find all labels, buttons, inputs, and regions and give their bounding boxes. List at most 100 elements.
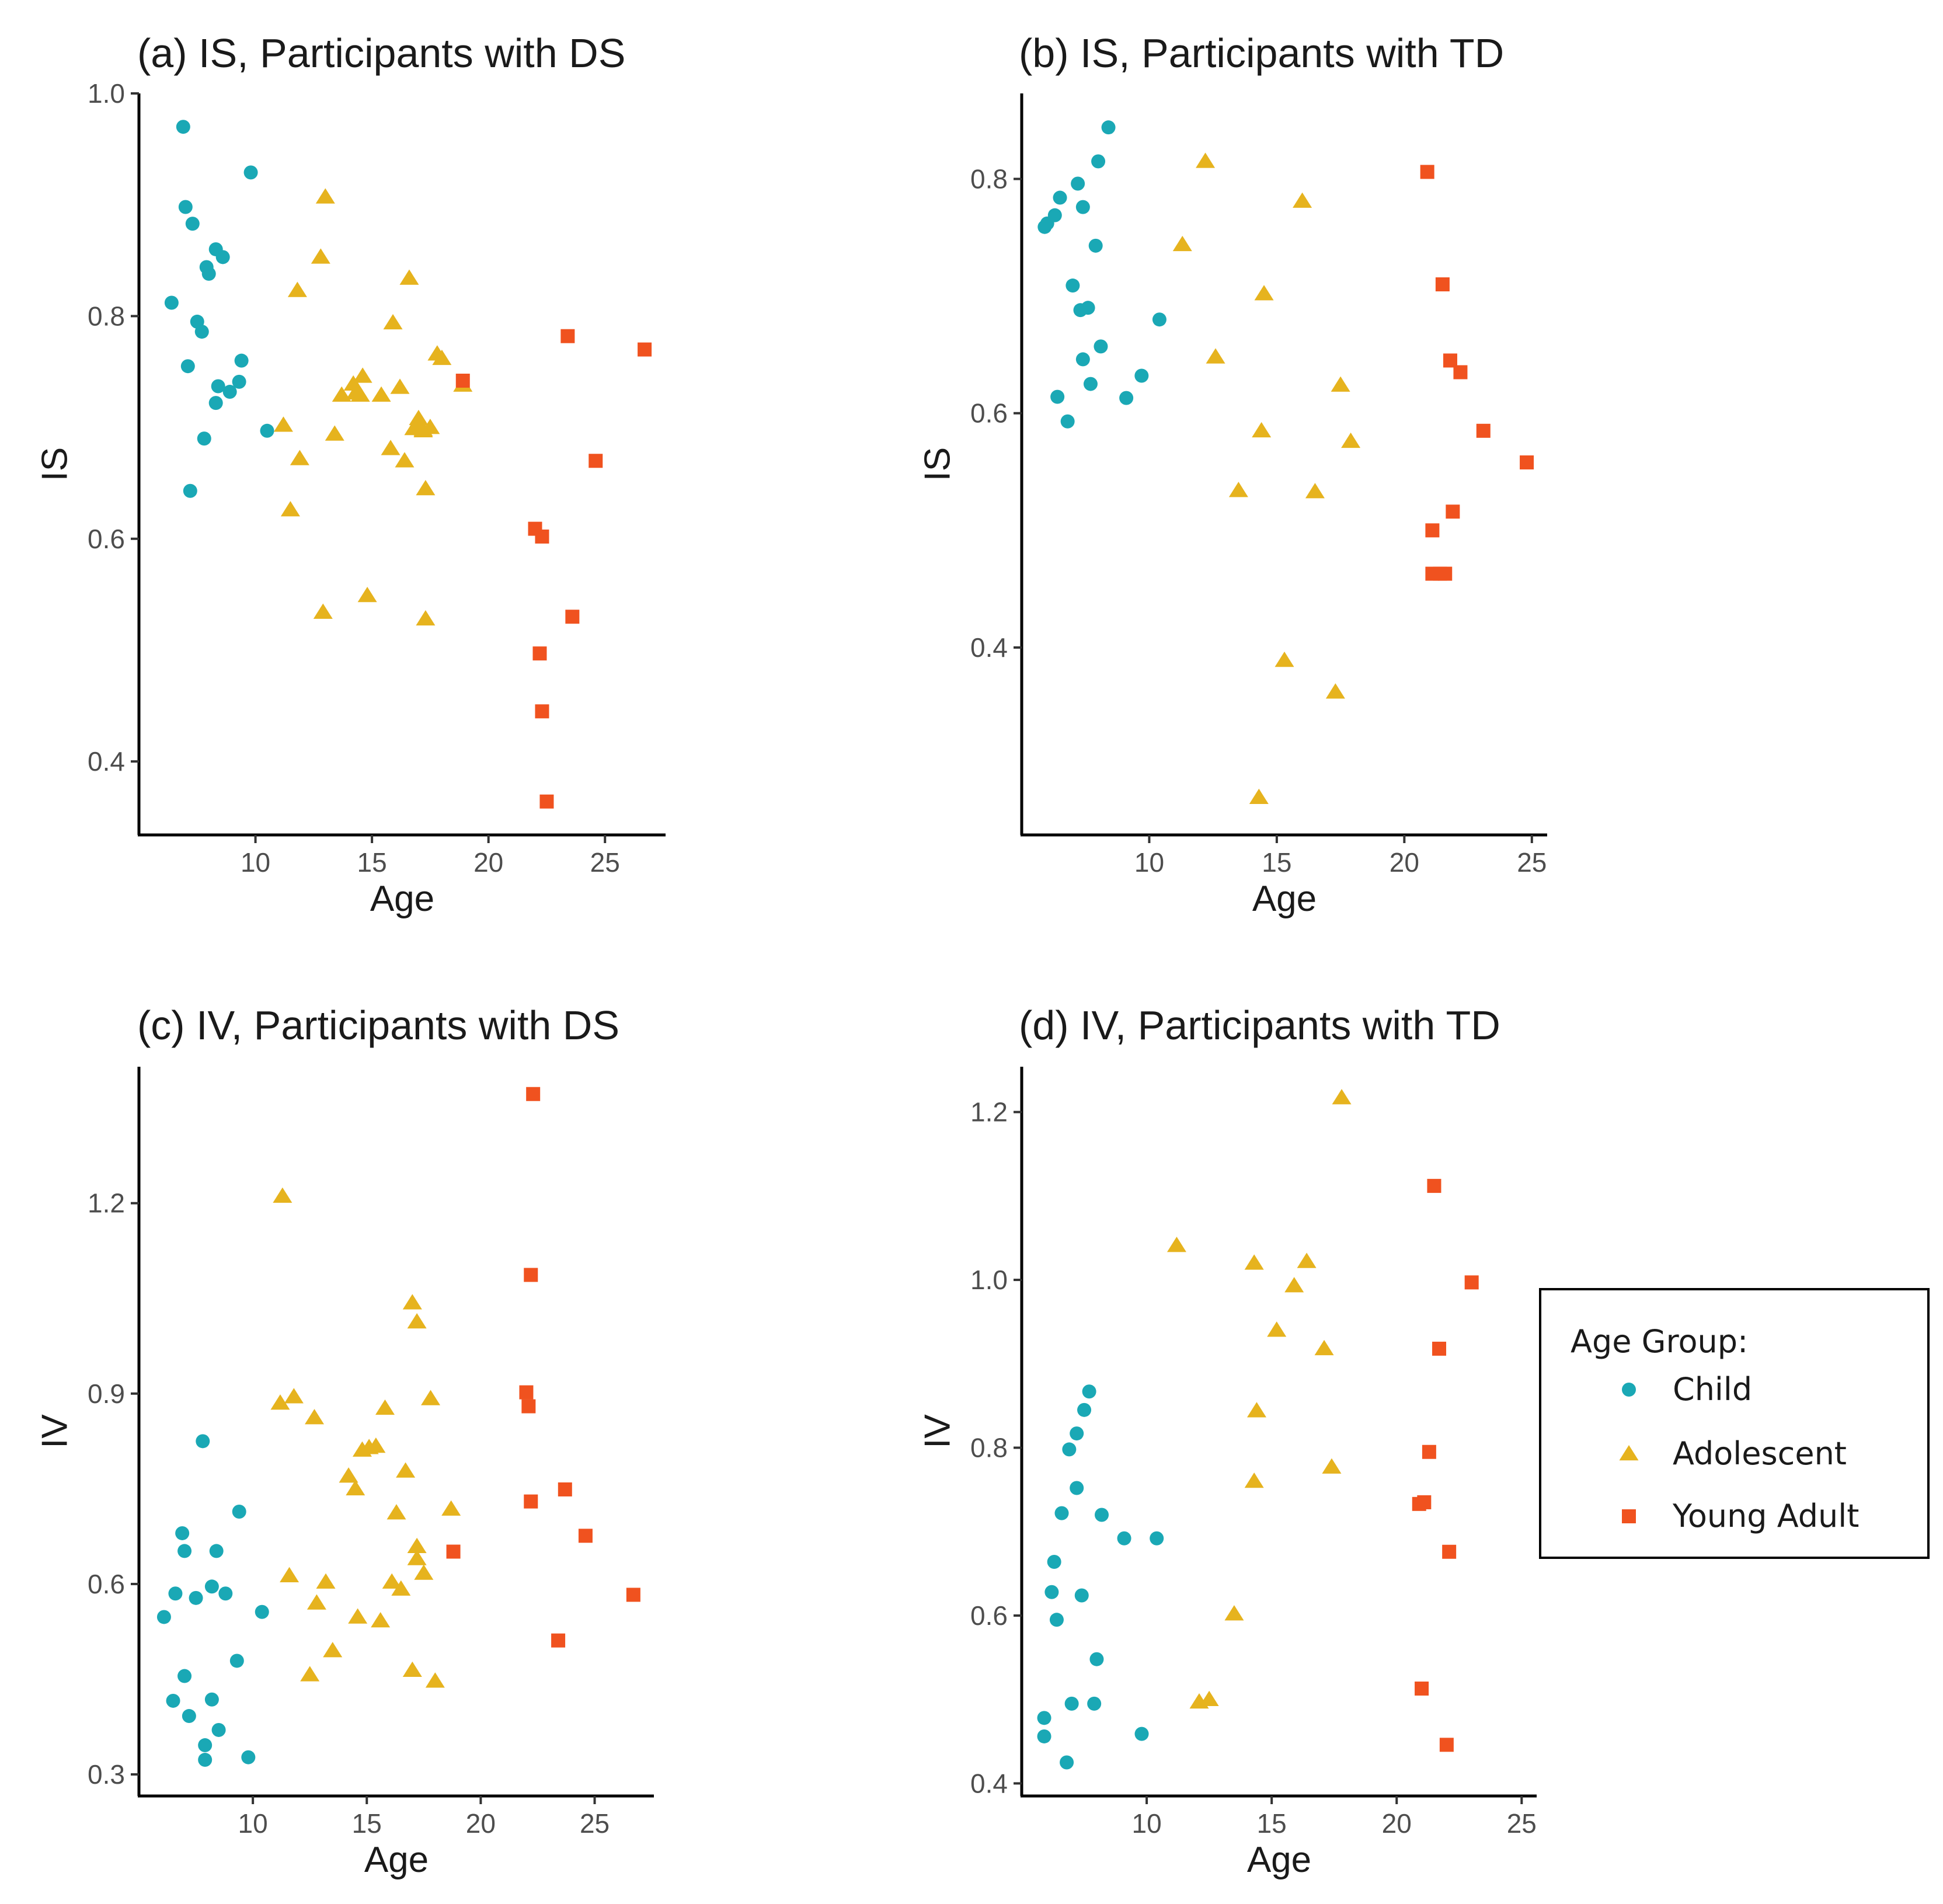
point-adolescent — [1341, 432, 1361, 448]
point-adolescent — [1246, 1402, 1266, 1418]
point-adolescent — [305, 1409, 325, 1425]
point-young-adult — [1446, 504, 1460, 519]
point-young-adult — [1417, 1495, 1432, 1509]
y-tick-label: 1.2 — [88, 1188, 125, 1219]
point-young-adult — [1432, 1341, 1447, 1356]
point-young-adult — [589, 454, 603, 468]
point-child — [194, 325, 209, 339]
legend-label-child: Child — [1673, 1371, 1752, 1408]
point-adolescent — [1332, 1089, 1352, 1105]
point-adolescent — [1325, 683, 1345, 699]
y-tick-label: 0.4 — [970, 1768, 1008, 1798]
point-child — [208, 396, 223, 410]
panel-title: (c) IV, Participants with DS — [137, 1003, 619, 1048]
point-child — [1152, 312, 1167, 327]
point-child — [232, 1505, 246, 1519]
point-child — [1088, 238, 1103, 253]
point-adolescent — [416, 610, 436, 626]
point-adolescent — [316, 1573, 336, 1589]
y-tick-label: 0.8 — [970, 1433, 1008, 1463]
point-adolescent — [371, 1611, 391, 1628]
point-young-adult — [526, 1087, 541, 1101]
point-child — [177, 1669, 192, 1683]
point-young-adult — [1520, 455, 1534, 469]
point-child — [1075, 352, 1090, 367]
point-adolescent — [1297, 1252, 1317, 1268]
point-adolescent — [1244, 1254, 1264, 1270]
y-tick-label: 0.8 — [970, 163, 1008, 194]
point-adolescent — [353, 367, 372, 383]
legend-label-adolescent: Adolescent — [1673, 1435, 1847, 1472]
point-child — [1050, 389, 1065, 404]
point-child — [215, 250, 230, 264]
point-child — [1065, 279, 1080, 293]
x-tick-label: 15 — [357, 847, 387, 878]
point-adolescent — [395, 452, 415, 468]
point-adolescent — [284, 1388, 304, 1404]
point-young-adult — [524, 1494, 538, 1509]
point-child — [1117, 1531, 1131, 1546]
point-adolescent — [273, 1187, 293, 1203]
legend-marker-young-adult — [1622, 1509, 1636, 1523]
point-adolescent — [1199, 1690, 1219, 1706]
y-tick-label: 1.2 — [970, 1097, 1008, 1127]
y-tick-label: 0.6 — [88, 524, 125, 554]
x-tick-label: 15 — [1257, 1808, 1287, 1839]
y-tick-label: 0.6 — [970, 398, 1008, 429]
point-young-adult — [1425, 523, 1440, 538]
x-tick-label: 20 — [473, 847, 503, 878]
point-child — [1087, 1696, 1102, 1711]
y-axis-label: IS — [918, 447, 958, 482]
point-adolescent — [1314, 1339, 1334, 1356]
point-child — [1074, 1588, 1089, 1603]
point-young-adult — [1443, 353, 1457, 368]
point-child — [1075, 200, 1090, 214]
point-adolescent — [382, 1573, 402, 1589]
point-adolescent — [366, 1437, 386, 1453]
panel-title: (a) IS, Participants with DS — [137, 30, 625, 76]
point-adolescent — [339, 1467, 358, 1483]
point-child — [232, 374, 246, 389]
point-adolescent — [383, 314, 403, 330]
point-young-adult — [519, 1385, 534, 1400]
y-tick-label: 0.9 — [88, 1379, 125, 1409]
point-adolescent — [348, 1608, 368, 1624]
point-adolescent — [402, 1661, 422, 1677]
point-young-adult — [535, 529, 549, 544]
point-child — [185, 217, 200, 231]
point-young-adult — [638, 342, 652, 357]
point-young-adult — [455, 373, 470, 388]
point-young-adult — [446, 1544, 461, 1559]
point-adolescent — [391, 1580, 411, 1596]
legend-box — [1539, 1288, 1930, 1559]
point-child — [1082, 1384, 1096, 1399]
point-child — [164, 295, 179, 310]
point-child — [1077, 1402, 1092, 1417]
point-child — [234, 353, 249, 368]
point-adolescent — [407, 1313, 427, 1329]
point-adolescent — [1322, 1458, 1342, 1474]
point-child — [166, 1693, 180, 1708]
point-adolescent — [307, 1594, 326, 1610]
point-child — [178, 200, 193, 214]
point-adolescent — [1249, 788, 1269, 805]
point-adolescent — [273, 416, 293, 432]
panel-title: (d) IV, Participants with TD — [1019, 1003, 1500, 1048]
point-child — [1070, 1426, 1084, 1441]
point-adolescent — [325, 425, 344, 441]
point-adolescent — [315, 188, 335, 204]
point-adolescent — [407, 1537, 427, 1554]
x-tick-label: 25 — [1507, 1808, 1537, 1839]
point-child — [176, 120, 190, 134]
point-child — [180, 359, 195, 374]
y-tick-label: 1.0 — [970, 1265, 1008, 1295]
panel-4: (d) IV, Participants with TD 10 15 20 25 0.4 0… — [918, 1003, 1537, 1880]
point-child — [211, 379, 225, 394]
point-child — [197, 431, 211, 446]
point-adolescent — [346, 1480, 365, 1496]
point-young-adult — [539, 794, 554, 809]
point-adolescent — [1254, 285, 1274, 301]
point-child — [168, 1586, 183, 1601]
point-adolescent — [1293, 192, 1312, 208]
panel-1: (a) IS, Participants with DS 10 15 20 25 0.4 0… — [35, 30, 666, 919]
